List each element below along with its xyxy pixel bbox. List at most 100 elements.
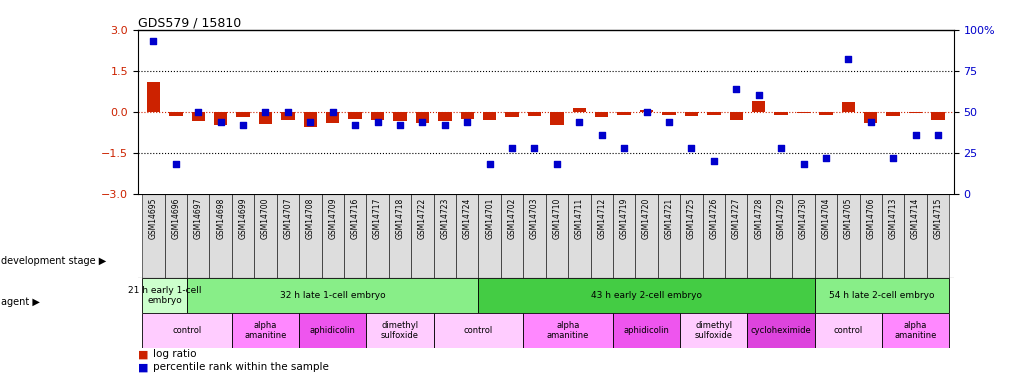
FancyBboxPatch shape — [209, 194, 231, 278]
Text: percentile rank within the sample: percentile rank within the sample — [153, 363, 328, 372]
Point — [638, 109, 654, 115]
FancyBboxPatch shape — [837, 194, 859, 278]
Point — [302, 118, 318, 124]
Point — [145, 39, 161, 45]
Text: log ratio: log ratio — [153, 350, 197, 359]
Bar — [214, 112, 227, 126]
FancyBboxPatch shape — [545, 194, 568, 278]
Point — [548, 161, 565, 167]
Bar — [594, 112, 608, 117]
Text: dimethyl
sulfoxide: dimethyl sulfoxide — [694, 321, 732, 340]
FancyBboxPatch shape — [859, 194, 881, 278]
FancyBboxPatch shape — [254, 194, 276, 278]
FancyBboxPatch shape — [433, 194, 455, 278]
Point — [414, 118, 430, 124]
Point — [907, 132, 923, 138]
Point — [234, 122, 251, 128]
Bar — [616, 112, 631, 114]
FancyBboxPatch shape — [478, 194, 500, 278]
Bar — [886, 112, 899, 116]
FancyBboxPatch shape — [411, 194, 433, 278]
Point — [324, 109, 340, 115]
FancyBboxPatch shape — [186, 278, 478, 313]
Bar — [416, 112, 429, 123]
Bar — [908, 112, 921, 113]
Text: GSM14709: GSM14709 — [328, 198, 337, 239]
Point — [526, 145, 542, 151]
Point — [257, 109, 273, 115]
Text: GSM14714: GSM14714 — [910, 198, 919, 239]
Text: GSM14716: GSM14716 — [351, 198, 360, 239]
FancyBboxPatch shape — [276, 194, 299, 278]
Point — [369, 118, 385, 124]
Bar — [460, 112, 474, 118]
Text: GSM14713: GSM14713 — [888, 198, 897, 239]
Point — [795, 161, 811, 167]
Bar — [147, 82, 160, 112]
Text: GSM14722: GSM14722 — [418, 198, 427, 239]
Bar — [326, 112, 339, 123]
FancyBboxPatch shape — [523, 194, 545, 278]
Bar — [729, 112, 742, 120]
Point — [929, 132, 946, 138]
Text: GSM14715: GSM14715 — [932, 198, 942, 239]
Bar — [773, 112, 787, 114]
Bar — [751, 101, 764, 112]
Text: GSM14698: GSM14698 — [216, 198, 225, 239]
Text: 21 h early 1-cell
embryо: 21 h early 1-cell embryо — [127, 286, 201, 305]
Text: GSM14727: GSM14727 — [731, 198, 740, 239]
Text: GSM14710: GSM14710 — [552, 198, 560, 239]
Point — [660, 118, 677, 124]
FancyBboxPatch shape — [366, 194, 388, 278]
Text: GSM14712: GSM14712 — [597, 198, 605, 239]
Text: GSM14700: GSM14700 — [261, 198, 270, 239]
Text: GSM14729: GSM14729 — [775, 198, 785, 239]
Text: GSM14697: GSM14697 — [194, 198, 203, 239]
Text: control: control — [464, 326, 492, 335]
FancyBboxPatch shape — [299, 313, 366, 348]
FancyBboxPatch shape — [881, 194, 904, 278]
Text: GSM14730: GSM14730 — [798, 198, 807, 239]
Bar — [661, 112, 675, 114]
FancyBboxPatch shape — [769, 194, 792, 278]
Text: GSM14702: GSM14702 — [507, 198, 516, 239]
Bar — [371, 112, 384, 120]
FancyBboxPatch shape — [904, 194, 926, 278]
Bar — [281, 112, 294, 120]
FancyBboxPatch shape — [164, 194, 186, 278]
Bar — [504, 112, 519, 117]
Point — [750, 93, 766, 99]
Point — [346, 122, 363, 128]
FancyBboxPatch shape — [478, 278, 814, 313]
FancyBboxPatch shape — [142, 194, 164, 278]
Text: 43 h early 2-cell embryo: 43 h early 2-cell embryo — [590, 291, 701, 300]
Point — [503, 145, 520, 151]
Bar — [393, 112, 407, 122]
FancyBboxPatch shape — [523, 313, 612, 348]
FancyBboxPatch shape — [231, 313, 299, 348]
FancyBboxPatch shape — [926, 194, 949, 278]
Text: ■: ■ — [138, 350, 152, 359]
FancyBboxPatch shape — [388, 194, 411, 278]
Point — [571, 118, 587, 124]
Point — [279, 109, 296, 115]
FancyBboxPatch shape — [343, 194, 366, 278]
Bar — [259, 112, 272, 124]
FancyBboxPatch shape — [142, 313, 231, 348]
Text: 54 h late 2-cell embryo: 54 h late 2-cell embryo — [828, 291, 933, 300]
FancyBboxPatch shape — [186, 194, 209, 278]
FancyBboxPatch shape — [590, 194, 612, 278]
Bar — [169, 112, 182, 116]
Text: alpha
amanitine: alpha amanitine — [245, 321, 286, 340]
FancyBboxPatch shape — [881, 313, 949, 348]
FancyBboxPatch shape — [814, 194, 837, 278]
Text: dimethyl
sulfoxide: dimethyl sulfoxide — [381, 321, 419, 340]
Text: GSM14704: GSM14704 — [820, 198, 829, 239]
Point — [481, 161, 497, 167]
Bar — [549, 112, 564, 126]
Text: control: control — [172, 326, 202, 335]
Bar — [863, 112, 876, 123]
Text: GSM14695: GSM14695 — [149, 198, 158, 239]
Text: alpha
amanitine: alpha amanitine — [546, 321, 589, 340]
Text: control: control — [833, 326, 862, 335]
